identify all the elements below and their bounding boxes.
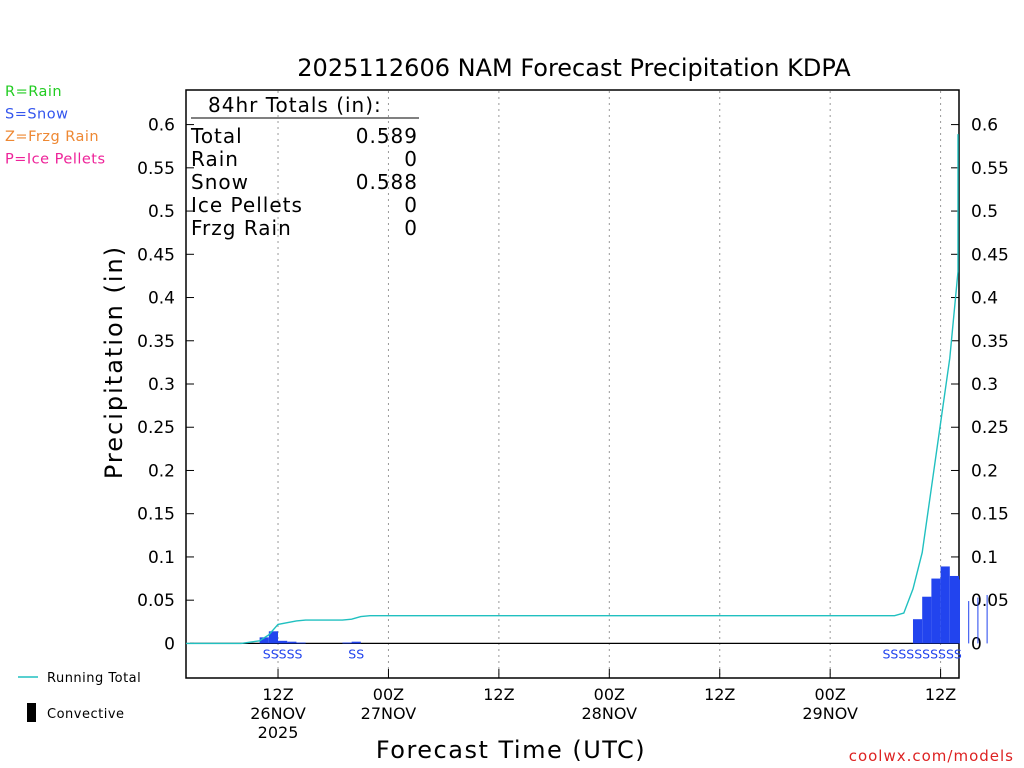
- y-tick-label-left: 0.55: [137, 159, 175, 179]
- y-tick-label-left: 0.35: [137, 332, 175, 352]
- y-tick-label-left: 0.15: [137, 505, 175, 525]
- chart-title: 2025112606 NAM Forecast Precipitation KD…: [297, 54, 851, 82]
- series-legend: Running Total Convective: [18, 671, 141, 722]
- precip-bar: [986, 594, 988, 644]
- x-tick-label: 12Z: [925, 685, 956, 704]
- y-tick-label-left: 0.05: [137, 591, 175, 611]
- x-tick-label: 29NOV: [802, 704, 858, 723]
- type-code: SSSSSSSSSS: [883, 646, 962, 661]
- x-tick-label: 26NOV: [250, 704, 306, 723]
- y-axis-label: Precipitation (in): [100, 245, 128, 479]
- x-tick-label: 00Z: [373, 685, 404, 704]
- type-code: SS: [348, 646, 364, 661]
- x-tick-label: 12Z: [262, 685, 293, 704]
- x-tick-label: 28NOV: [582, 704, 638, 723]
- precip-bar: [968, 601, 970, 644]
- legend-label: Running Total: [47, 671, 141, 686]
- y-tick-label-right: 0.55: [971, 159, 1009, 179]
- y-tick-label-left: 0.25: [137, 418, 175, 438]
- y-tick-label-right: 0.1: [971, 548, 998, 568]
- y-axis-right: 0 0.05 0.1 0.15 0.2 0.25 0.3 0.35 0.4 0.45 0.5 0.55…: [951, 116, 1009, 654]
- y-tick-label-left: 0.2: [148, 461, 175, 481]
- precip-bar: [278, 640, 288, 644]
- y-tick-label-left: 0: [164, 634, 175, 654]
- legend-item: R=Rain: [5, 84, 62, 100]
- totals-label: Frzg Rain: [191, 216, 292, 240]
- precip-bar: [931, 578, 941, 644]
- totals-value: 0: [404, 147, 418, 171]
- running-total-line: [186, 134, 959, 645]
- precip-bar: [259, 637, 269, 644]
- totals-label: Ice Pellets: [191, 193, 303, 217]
- precip-bar: [268, 631, 279, 644]
- legend-label: Convective: [47, 707, 125, 722]
- x-axis-label: Forecast Time (UTC): [376, 736, 646, 764]
- precip-bar: [922, 596, 932, 644]
- legend-item: P=Ice Pellets: [5, 152, 106, 168]
- precip-type-codes: SSSSS SS SSSSSSSSSS: [263, 646, 962, 661]
- x-tick-label: 12Z: [704, 685, 735, 704]
- legend-item: Z=Frzg Rain: [5, 129, 99, 145]
- y-tick-label-left: 0.3: [148, 375, 175, 395]
- y-tick-label-right: 0.45: [971, 245, 1009, 265]
- precip-bar: [912, 619, 923, 644]
- x-tick-label: 2025: [258, 723, 299, 742]
- precip-bar: [342, 642, 352, 644]
- precip-bar: [296, 642, 306, 644]
- time-gridlines: [277, 91, 942, 677]
- y-tick-label-left: 0.45: [137, 245, 175, 265]
- precip-bar: [351, 641, 361, 644]
- precip-bar: [949, 575, 959, 644]
- precip-bar: [940, 566, 950, 644]
- y-axis-left: 0 0.05 0.1 0.15 0.2 0.25 0.3 0.35 0.4 0.45 0.5 0.55…: [137, 116, 194, 654]
- totals-header: 84hr Totals (in):: [208, 93, 382, 117]
- totals-label: Total: [190, 124, 243, 148]
- totals-box: 84hr Totals (in): Total 0.589 Rain 0 Snow 0.5…: [190, 93, 419, 240]
- legend-bar-swatch: [27, 703, 36, 722]
- totals-label: Snow: [191, 170, 249, 194]
- y-tick-label-right: 0.5: [971, 202, 998, 222]
- y-tick-label-right: 0.35: [971, 332, 1009, 352]
- y-tick-label-right: 0.05: [971, 591, 1009, 611]
- y-tick-label-left: 0.4: [148, 289, 175, 309]
- y-tick-label-right: 0.25: [971, 418, 1009, 438]
- precip-bar: [287, 641, 297, 644]
- totals-value: 0: [404, 216, 418, 240]
- y-tick-label-right: 0.2: [971, 461, 998, 481]
- precip-bar: [977, 597, 979, 644]
- precip-type-legend: R=Rain S=Snow Z=Frzg Rain P=Ice Pellets: [5, 84, 106, 168]
- y-tick-label-right: 0.15: [971, 505, 1009, 525]
- totals-label: Rain: [191, 147, 239, 171]
- y-tick-label-right: 0.3: [971, 375, 998, 395]
- credit-text: coolwx.com/models: [849, 747, 1014, 765]
- x-tick-label: 00Z: [815, 685, 846, 704]
- legend-item: S=Snow: [5, 107, 68, 123]
- y-tick-label-left: 0.1: [148, 548, 175, 568]
- y-tick-label-right: 0: [971, 634, 982, 654]
- precip-bars: [259, 566, 988, 644]
- y-tick-label-left: 0.6: [148, 116, 175, 136]
- totals-value: 0.588: [356, 170, 418, 194]
- totals-value: 0: [404, 193, 418, 217]
- x-tick-label: 12Z: [483, 685, 514, 704]
- y-tick-label-right: 0.6: [971, 116, 998, 136]
- plot-frame: [185, 89, 960, 679]
- x-tick-label: 00Z: [594, 685, 625, 704]
- precip-bar: [959, 579, 960, 644]
- y-tick-label-right: 0.4: [971, 289, 998, 309]
- type-code: SSSSS: [263, 646, 303, 661]
- y-tick-label-left: 0.5: [148, 202, 175, 222]
- x-tick-label: 27NOV: [361, 704, 417, 723]
- totals-value: 0.589: [356, 124, 418, 148]
